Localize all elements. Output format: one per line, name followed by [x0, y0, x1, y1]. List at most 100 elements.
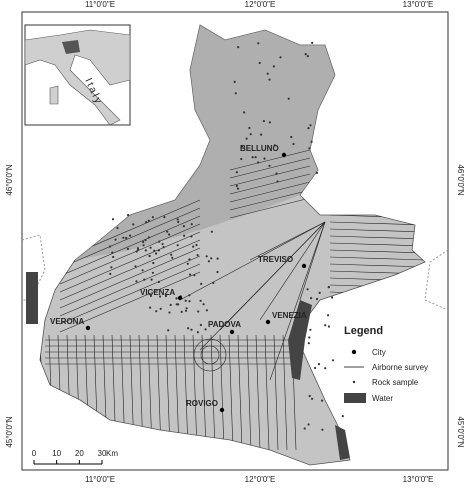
rock-sample — [268, 78, 271, 81]
rock-sample — [292, 142, 295, 146]
flight-line — [219, 334, 225, 451]
rock-sample — [251, 156, 254, 159]
rock-sample — [129, 234, 132, 237]
legend-symbol — [344, 393, 366, 403]
flight-line — [59, 215, 201, 277]
rock-sample — [185, 307, 188, 310]
water — [335, 425, 350, 460]
flight-line — [59, 231, 201, 293]
rock-sample — [161, 242, 164, 246]
rock-sample — [132, 223, 135, 226]
flight-line — [246, 334, 252, 451]
flight-line — [59, 271, 201, 333]
rock-sample — [157, 280, 160, 283]
city-dot — [229, 329, 235, 335]
rock-sample — [142, 240, 145, 244]
rock-sample — [240, 157, 243, 161]
flight-line — [282, 334, 288, 451]
rock-sample — [236, 187, 240, 190]
rock-sample — [235, 184, 238, 187]
city-label: BELLUNO — [240, 144, 279, 153]
rock-sample — [135, 250, 138, 253]
rock-sample — [257, 42, 260, 45]
rock-sample — [182, 225, 185, 228]
rock-sample — [135, 280, 138, 283]
rock-sample — [116, 226, 119, 230]
lon-label: 12°0'0"E — [245, 475, 276, 484]
rock-sample — [321, 399, 324, 402]
flight-line — [59, 207, 201, 269]
flight-line — [229, 157, 311, 179]
rock-sample — [205, 255, 208, 258]
rock-sample — [309, 328, 312, 331]
rock-sample — [205, 309, 208, 312]
rock-sample — [327, 314, 330, 317]
border — [424, 249, 449, 311]
flight-line — [210, 334, 216, 451]
rock-sample — [311, 41, 314, 45]
city-label: ROVIGO — [186, 399, 218, 408]
rock-sample — [260, 133, 263, 136]
rock-sample — [168, 311, 171, 314]
rock-sample — [126, 247, 129, 250]
flight-line — [329, 221, 425, 226]
rock-sample — [159, 307, 162, 310]
scale-label: 0 — [32, 449, 37, 458]
rock-sample — [258, 61, 261, 65]
flight-line — [201, 334, 207, 451]
flight-line — [228, 334, 234, 451]
rock-sample — [114, 238, 117, 241]
rock-sample — [304, 53, 307, 56]
city-label: VICENZA — [140, 288, 175, 297]
flight-line — [229, 149, 311, 171]
legend-symbol — [351, 349, 357, 355]
rock-sample — [257, 161, 260, 164]
flight-line — [59, 223, 201, 285]
rock-sample — [180, 310, 183, 313]
flight-line — [199, 221, 326, 351]
rock-sample — [112, 255, 115, 259]
rock-sample — [171, 256, 174, 259]
city-label: VENEZIA — [272, 311, 307, 320]
rock-sample — [148, 254, 151, 258]
city-dot — [219, 407, 225, 413]
rock-sample — [249, 133, 252, 136]
flight-line — [259, 221, 326, 321]
rock-sample — [183, 234, 186, 237]
rock-sample — [275, 172, 278, 175]
rock-sample — [324, 367, 327, 370]
flight-line — [59, 255, 201, 317]
flight-line — [165, 334, 171, 451]
city-dot — [281, 152, 287, 158]
lat-label: 46°0'0"N — [456, 164, 465, 195]
lon-label: 11°0'0"E — [85, 0, 115, 9]
lat-label: 45°0'0"N — [456, 416, 465, 447]
rock-sample — [272, 65, 275, 68]
rock-sample — [177, 220, 180, 224]
rock-sample — [108, 245, 112, 248]
flight-line — [329, 228, 425, 233]
flight-line — [329, 235, 425, 240]
flight-line — [237, 334, 243, 451]
flight-line — [229, 181, 311, 203]
rock-sample — [290, 135, 293, 139]
rock-sample — [175, 297, 178, 300]
rock-sample — [310, 140, 313, 143]
legend-item: City — [372, 348, 386, 357]
rock-sample — [151, 216, 154, 219]
rock-sample — [268, 164, 271, 167]
rock-sample — [144, 249, 147, 252]
rock-sample — [207, 260, 210, 263]
flight-line — [59, 239, 201, 301]
city-dot — [301, 263, 307, 269]
rock-sample — [142, 244, 145, 247]
rock-sample — [163, 216, 166, 219]
rock-sample — [111, 218, 115, 221]
rock-sample — [186, 262, 189, 265]
rock-sample — [152, 261, 155, 265]
flight-line — [329, 242, 425, 247]
flight-line — [329, 263, 425, 268]
lat-label: 46°0'0"N — [5, 164, 14, 195]
rock-sample — [204, 328, 207, 331]
